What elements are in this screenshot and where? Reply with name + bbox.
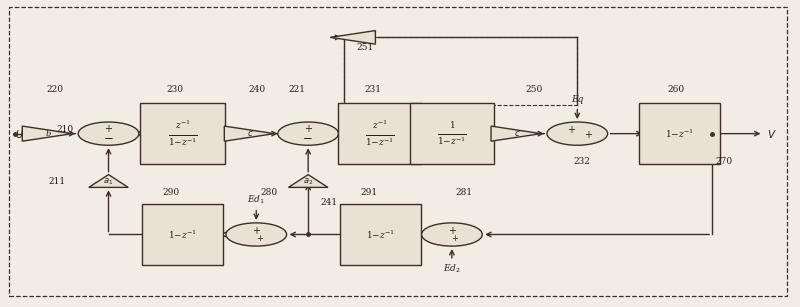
- Text: $U$: $U$: [15, 128, 24, 140]
- Circle shape: [278, 122, 338, 145]
- Text: $z^{-1}$
$\overline{1{-}z^{-1}}$: $z^{-1}$ $\overline{1{-}z^{-1}}$: [168, 119, 198, 149]
- Circle shape: [547, 122, 608, 145]
- Polygon shape: [224, 126, 274, 141]
- Text: $a_1$: $a_1$: [103, 177, 114, 187]
- Text: +: +: [252, 226, 260, 236]
- Polygon shape: [491, 126, 541, 141]
- Text: +: +: [304, 124, 312, 134]
- FancyBboxPatch shape: [639, 103, 720, 164]
- Text: 211: 211: [49, 177, 66, 186]
- Text: Ed$_2$: Ed$_2$: [443, 263, 461, 275]
- Text: +: +: [448, 226, 456, 236]
- FancyBboxPatch shape: [410, 103, 494, 164]
- Text: 260: 260: [667, 85, 685, 94]
- Text: 210: 210: [57, 125, 74, 134]
- Text: +: +: [451, 234, 458, 243]
- Text: 221: 221: [288, 85, 305, 94]
- Text: $c$: $c$: [247, 129, 254, 138]
- Polygon shape: [289, 175, 328, 187]
- Text: $1{-}z^{-1}$: $1{-}z^{-1}$: [665, 127, 694, 140]
- Text: +: +: [584, 130, 592, 140]
- Text: 290: 290: [163, 188, 180, 197]
- Text: 240: 240: [248, 85, 266, 94]
- Text: Ed$_1$: Ed$_1$: [247, 194, 266, 206]
- Text: +: +: [567, 125, 575, 134]
- FancyBboxPatch shape: [141, 103, 225, 164]
- Circle shape: [78, 122, 139, 145]
- Text: +: +: [256, 234, 262, 243]
- Text: −: −: [303, 131, 313, 145]
- FancyBboxPatch shape: [338, 103, 422, 164]
- Text: 280: 280: [260, 188, 278, 197]
- Text: b: b: [46, 130, 50, 138]
- Text: 231: 231: [364, 85, 381, 94]
- Text: 250: 250: [526, 85, 542, 94]
- Text: −: −: [103, 131, 114, 145]
- Circle shape: [226, 223, 286, 246]
- Text: 291: 291: [360, 188, 377, 197]
- Polygon shape: [330, 31, 375, 44]
- Text: $1$
$\overline{1{-}z^{-1}}$: $1$ $\overline{1{-}z^{-1}}$: [437, 119, 467, 148]
- Polygon shape: [22, 126, 72, 141]
- Text: 251: 251: [356, 43, 374, 52]
- Polygon shape: [89, 175, 128, 187]
- Text: $z^{-1}$
$\overline{1{-}z^{-1}}$: $z^{-1}$ $\overline{1{-}z^{-1}}$: [365, 119, 395, 149]
- Text: 281: 281: [456, 188, 473, 197]
- Text: $V$: $V$: [767, 128, 777, 140]
- Text: $1{-}z^{-1}$: $1{-}z^{-1}$: [168, 228, 198, 241]
- Text: $c$: $c$: [514, 129, 520, 138]
- Text: 220: 220: [46, 85, 63, 94]
- Text: 230: 230: [167, 85, 184, 94]
- Text: 270: 270: [715, 157, 733, 166]
- Circle shape: [422, 223, 482, 246]
- Text: $1{-}z^{-1}$: $1{-}z^{-1}$: [366, 228, 394, 241]
- FancyBboxPatch shape: [142, 204, 223, 265]
- Text: 241: 241: [320, 198, 338, 208]
- FancyBboxPatch shape: [339, 204, 421, 265]
- Text: $a_2$: $a_2$: [303, 177, 314, 187]
- Text: 232: 232: [574, 157, 590, 166]
- Text: +: +: [105, 124, 113, 134]
- Text: Eq: Eq: [571, 95, 583, 104]
